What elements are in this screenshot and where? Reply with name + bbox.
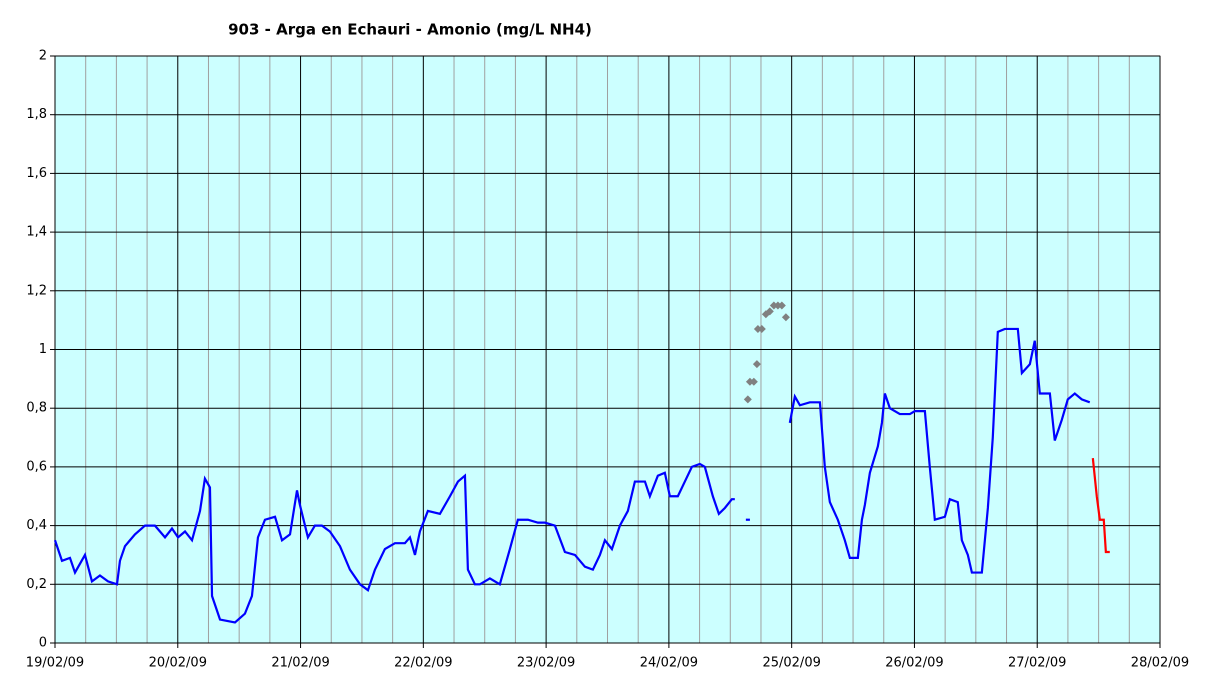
point <box>765 307 774 316</box>
y-tick-label: 1 <box>39 342 47 357</box>
x-tick-label: 23/02/09 <box>517 656 575 671</box>
x-tick-label: 24/02/09 <box>640 656 698 671</box>
point <box>757 324 766 333</box>
point <box>769 301 778 310</box>
x-tick-label: 27/02/09 <box>1008 656 1066 671</box>
point <box>743 395 752 404</box>
y-tick-label: 1,4 <box>26 225 47 240</box>
y-tick-label: 2 <box>39 49 47 64</box>
y-tick-label: 0,8 <box>26 401 47 416</box>
x-tick-label: 21/02/09 <box>271 656 329 671</box>
chart-title: 903 - Arga en Echauri - Amonio (mg/L NH4… <box>228 21 592 39</box>
x-tick-label: 25/02/09 <box>762 656 820 671</box>
point <box>752 360 761 369</box>
point <box>749 377 758 386</box>
y-tick-label: 0,6 <box>26 459 47 474</box>
y-tick-label: 1,6 <box>26 166 47 181</box>
y-tick-label: 0,4 <box>26 518 47 533</box>
x-tick-label: 28/02/09 <box>1131 656 1189 671</box>
y-tick-label: 0,2 <box>26 577 47 592</box>
x-tick-label: 20/02/09 <box>149 656 207 671</box>
y-tick-label: 1,8 <box>26 107 47 122</box>
y-tick-label: 1,2 <box>26 283 47 298</box>
x-tick-label: 22/02/09 <box>394 656 452 671</box>
point <box>781 313 790 322</box>
y-tick-label: 0 <box>39 636 47 651</box>
line <box>53 462 735 624</box>
x-tick-label: 26/02/09 <box>885 656 943 671</box>
point <box>777 301 786 310</box>
x-tick-label: 19/02/09 <box>26 656 84 671</box>
line <box>788 327 1091 574</box>
line <box>1091 457 1110 554</box>
